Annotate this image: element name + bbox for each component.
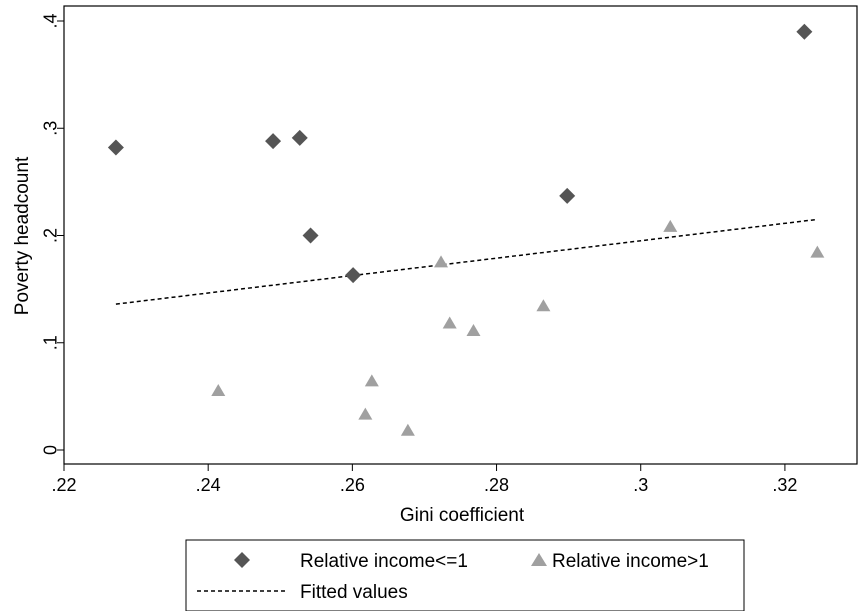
point-relative-income-le-1 [302,227,319,244]
x-tick-label: .22 [51,475,76,495]
x-tick-label: .24 [196,475,221,495]
point-relative-income-le-1 [291,129,308,146]
x-tick-label: .3 [633,475,648,495]
points-layer [107,23,825,436]
x-tick-label: .28 [484,475,509,495]
point-relative-income-gt-1 [400,423,415,436]
y-tick-label: .1 [40,335,60,350]
fitted-line-layer [115,218,818,305]
point-relative-income-gt-1 [663,219,678,232]
legend-marker-relative-income-gt-1 [531,553,547,566]
legend-marker-relative-income-le-1 [234,552,250,568]
x-axis: .22 .24 .26 .28 .3 .32 [51,464,797,495]
fitted-values-line [115,218,818,305]
point-relative-income-gt-1 [364,374,379,387]
point-relative-income-gt-1 [358,407,373,420]
point-relative-income-gt-1 [536,299,551,312]
y-tick-label: .4 [40,13,60,28]
y-tick-label: .2 [40,228,60,243]
legend-label-relative-income-le-1: Relative income<=1 [300,551,468,572]
y-axis: 0 .1 .2 .3 .4 [40,13,64,455]
legend-label-relative-income-gt-1: Relative income>1 [552,551,709,572]
point-relative-income-gt-1 [211,384,226,397]
point-relative-income-gt-1 [442,316,457,329]
point-relative-income-le-1 [265,133,282,150]
point-relative-income-gt-1 [434,255,449,268]
y-tick-label: .3 [40,121,60,136]
x-tick-label: .26 [340,475,365,495]
y-axis-title: Poverty headcount [12,156,33,315]
point-relative-income-le-1 [345,267,362,284]
point-relative-income-le-1 [559,187,576,204]
x-tick-label: .32 [772,475,797,495]
legend: Relative income<=1 Relative income>1 Fit… [185,539,745,611]
legend-box [185,539,745,611]
x-axis-title: Gini coefficient [400,505,525,526]
legend-label-fitted-values: Fitted values [300,582,408,603]
point-relative-income-le-1 [796,23,813,40]
plot-frame [63,5,858,465]
point-relative-income-gt-1 [466,323,481,336]
plot-area [63,5,858,465]
y-tick-label: 0 [40,445,60,455]
point-relative-income-gt-1 [810,245,825,258]
point-relative-income-le-1 [107,139,124,156]
